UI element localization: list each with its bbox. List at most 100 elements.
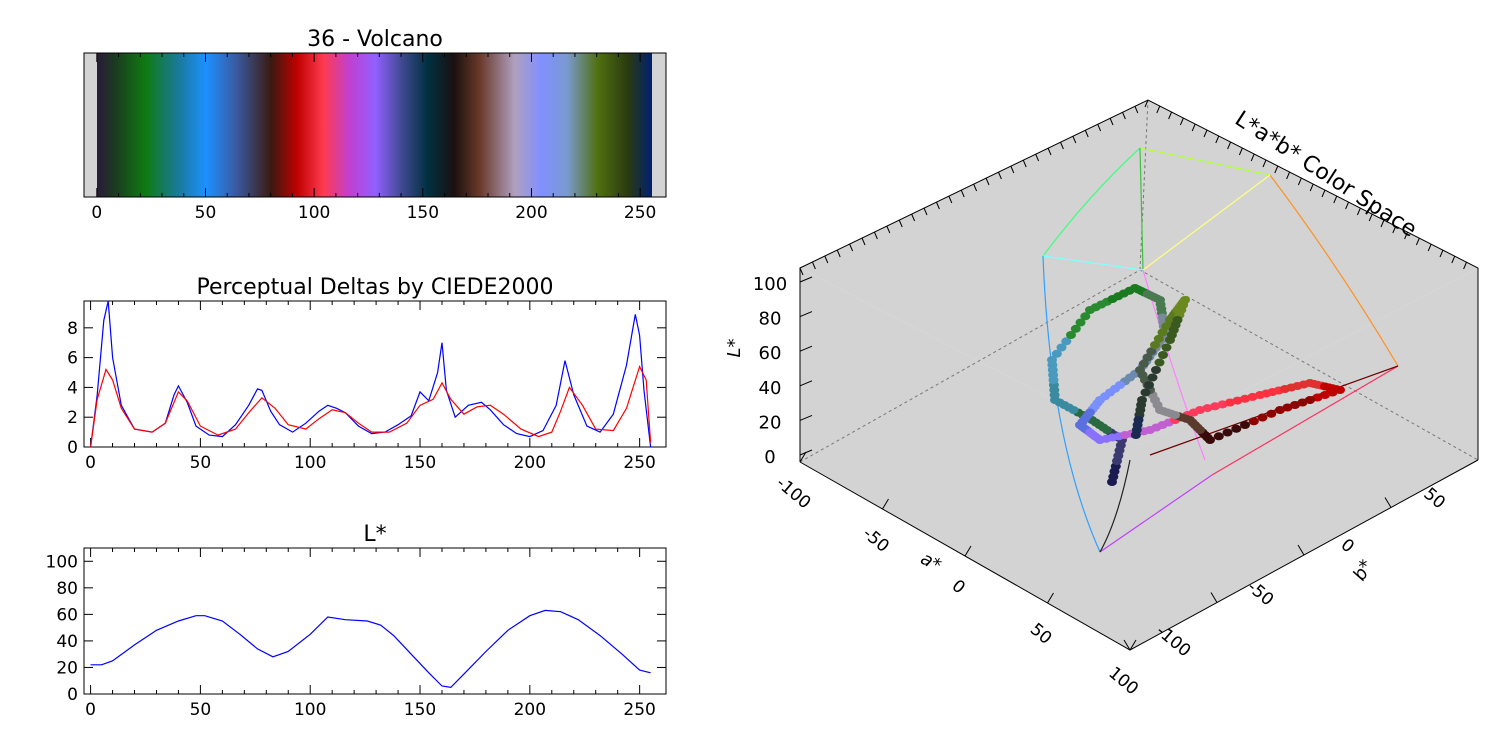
- lab-a-tick: [1129, 639, 1137, 651]
- lab-back-minor-tick: [1144, 99, 1149, 108]
- colorbar-frame: [83, 52, 667, 198]
- deltas-ytick-label: 8: [67, 319, 78, 339]
- lab-path-point: [1066, 331, 1076, 339]
- lab-path-point: [1222, 428, 1233, 437]
- lab-b-tick: [1384, 497, 1392, 508]
- lab-path-point: [1297, 398, 1308, 407]
- gamut-edge-5: [1142, 174, 1271, 271]
- lab-back-minor-tick: [1134, 105, 1139, 114]
- gamut-edge-2: [1269, 174, 1399, 367]
- lab-back-minor-tick: [1309, 183, 1314, 192]
- colorbar-xtick-label: 100: [298, 203, 330, 223]
- lab-b-tick: [1123, 639, 1131, 651]
- lstar-ytick-label: 80: [56, 579, 78, 599]
- colorbar-x-axis: 0 50 100 150 200 250: [91, 53, 656, 223]
- lab-path-point: [1266, 409, 1277, 418]
- lab-back-minor-tick: [1191, 123, 1196, 132]
- lab-back-minor-tick: [1156, 105, 1161, 114]
- lstar-ytick-label: 100: [46, 552, 78, 572]
- colorbar-xtick-label: 50: [195, 203, 217, 223]
- deltas-frame: [83, 300, 667, 448]
- lab-back-minor-tick: [1121, 111, 1126, 120]
- lab-back-minor-tick: [824, 255, 829, 264]
- lab-back-minor-tick: [861, 237, 866, 246]
- colorbar-xtick-label: 200: [515, 203, 547, 223]
- lab-back-minor-tick: [836, 249, 841, 258]
- lab-path-point: [1195, 406, 1205, 414]
- lstar-ytick-label: 20: [56, 658, 78, 678]
- lab-back-minor-tick: [1203, 129, 1208, 138]
- lab-back-minor-tick: [1215, 135, 1220, 144]
- lstar-panel: L* 0 50 100 150 200 250 0 20 40 60 80 100: [46, 522, 667, 720]
- deltas-xtick-label: 50: [190, 453, 212, 473]
- lab-l-tick-label: 20: [759, 412, 782, 433]
- lab-path-point: [1232, 396, 1243, 405]
- lab-path-point: [1080, 312, 1091, 321]
- deltas-series: [90, 300, 652, 448]
- lab-back-minor-tick: [1097, 123, 1102, 132]
- lab-path-point: [1282, 403, 1293, 412]
- lab-back-minor-tick: [1463, 261, 1468, 270]
- lab-a-tick: [799, 451, 807, 463]
- lab-path-point: [1056, 343, 1067, 352]
- lab-path-point: [1146, 347, 1157, 356]
- lab-l-tick: [799, 380, 813, 387]
- lab-l-tick-label: 40: [759, 378, 782, 399]
- lab-back-minor-tick: [1439, 249, 1444, 258]
- lab-path-point: [1138, 359, 1149, 368]
- lab-back-minor-tick: [886, 225, 891, 234]
- lab-path-point: [1070, 324, 1081, 333]
- lab-back-minor-tick: [1047, 147, 1052, 156]
- gamut-edge-4: [1042, 255, 1144, 271]
- lab-back-minor-tick: [973, 183, 978, 192]
- lab-a-tick-label: -50: [859, 524, 893, 557]
- lab-path-point: [1210, 402, 1220, 411]
- lab-back-minor-tick: [1227, 141, 1232, 150]
- lab-a-tick: [882, 498, 889, 510]
- lab-floor: [800, 268, 1478, 650]
- lab-back-minor-tick: [960, 189, 965, 198]
- lab-back-minor-tick: [1297, 177, 1302, 186]
- lab-back-minor-tick: [1356, 207, 1361, 216]
- lab-path-point: [1165, 336, 1175, 344]
- lab-l-tick-label: 60: [759, 343, 782, 364]
- lab-back-minor-tick: [873, 231, 878, 240]
- deltas-ytick-label: 2: [67, 408, 78, 428]
- lab-l-tick: [799, 414, 813, 421]
- lab-back-minor-tick: [1274, 165, 1279, 174]
- gamut-edge-6: [1042, 255, 1101, 553]
- lab-back-minor-tick: [1321, 189, 1326, 198]
- lab-b-tick: [1297, 544, 1305, 556]
- lab-back-minor-tick: [799, 267, 804, 276]
- lstar-xtick-label: 250: [623, 700, 655, 720]
- lab-back-minor-tick: [1286, 171, 1291, 180]
- lab-back-minor-tick: [1109, 117, 1114, 126]
- lstar-ytick-label: 0: [67, 685, 78, 705]
- lstar-ytick-label: 60: [56, 605, 78, 625]
- colorbar-xtick-label: 0: [91, 203, 102, 223]
- lab-path-point: [1290, 401, 1300, 409]
- deltas-series-smoothed: [90, 364, 652, 448]
- lab-path-point: [1142, 353, 1153, 362]
- lab-back-minor-tick: [811, 261, 816, 270]
- lab-back-minor-tick: [1392, 225, 1397, 234]
- lab-path-point: [1150, 341, 1160, 349]
- lab-path-point: [1305, 396, 1315, 404]
- lstar-xtick-label: 50: [190, 700, 212, 720]
- lab-back-minor-tick: [1072, 135, 1077, 144]
- lab-back-minor-tick: [1035, 153, 1040, 162]
- lab-path-point: [1335, 386, 1345, 394]
- lab-path-point: [1248, 417, 1259, 426]
- lab-a-tick: [964, 545, 972, 557]
- lab-path-point: [1061, 337, 1072, 346]
- lstar-series-line: [90, 609, 651, 689]
- colorbar-title: 36 - Volcano: [307, 27, 443, 52]
- lab-b-tick-label: 0: [1337, 535, 1358, 557]
- lab-back-minor-tick: [1380, 219, 1385, 228]
- colorbar-gradient: [97, 53, 652, 197]
- lab-path-point: [1157, 328, 1168, 337]
- deltas-title: Perceptual Deltas by CIEDE2000: [196, 275, 553, 300]
- deltas-axes: 0 50 100 150 200 250 0 2 4 6 8: [67, 301, 666, 473]
